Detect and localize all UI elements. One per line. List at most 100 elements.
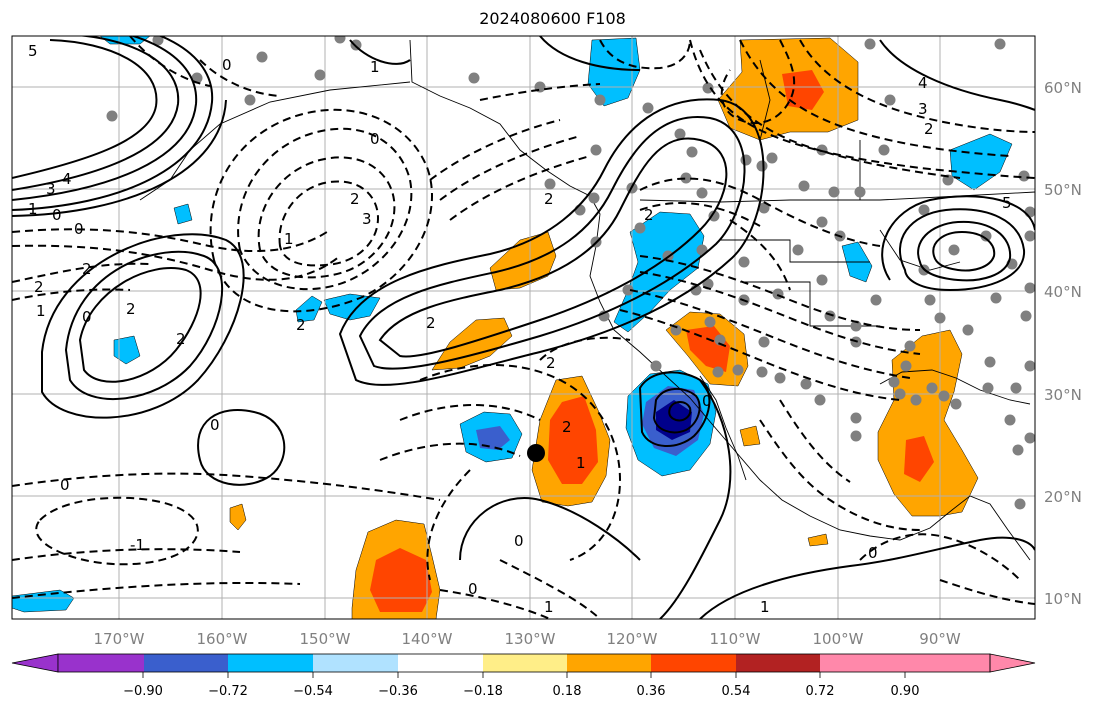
warm-core-canada — [782, 70, 824, 110]
svg-text:0: 0 — [60, 476, 70, 494]
latitude-labels: 60°N 50°N 40°N 30°N 20°N 10°N — [1044, 79, 1082, 608]
lat-label: 50°N — [1044, 181, 1082, 199]
lat-label: 40°N — [1044, 283, 1082, 301]
lon-label: 100°W — [813, 630, 864, 648]
svg-text:1: 1 — [544, 598, 554, 616]
cool-region-pacific-1 — [295, 295, 323, 323]
colorbar-segment — [651, 654, 737, 672]
svg-text:2: 2 — [562, 418, 572, 436]
map-title: 2024080600 F108 — [479, 9, 626, 28]
solid-contours — [12, 36, 1035, 619]
svg-text:2: 2 — [544, 190, 554, 208]
longitude-labels: 170°W 160°W 150°W 140°W 130°W 120°W 110°… — [94, 630, 961, 648]
svg-text:5: 5 — [1002, 194, 1012, 212]
colorbar-tick-label: 0.90 — [891, 684, 920, 699]
colorbar-tick-label: −0.54 — [293, 684, 333, 699]
svg-text:2: 2 — [644, 206, 654, 224]
map-border — [11, 35, 1036, 620]
svg-text:-1: -1 — [130, 536, 145, 554]
lon-label: 140°W — [402, 630, 453, 648]
svg-text:2: 2 — [350, 190, 360, 208]
lon-label: 90°W — [919, 630, 961, 648]
svg-text:2: 2 — [546, 354, 556, 372]
colorbar-segment — [228, 654, 314, 672]
cool-region-pacific-2 — [323, 293, 381, 321]
colorbar-tick-label: 0.18 — [553, 684, 582, 699]
svg-text:2: 2 — [82, 260, 92, 278]
svg-text:0: 0 — [868, 544, 878, 562]
svg-text:5: 5 — [28, 42, 38, 60]
svg-text:4: 4 — [918, 74, 928, 92]
colorbar-extend-left — [11, 653, 59, 673]
colorbar-ticks — [142, 672, 906, 678]
warm-core-pacific-south — [548, 396, 598, 484]
svg-text:0: 0 — [82, 308, 92, 326]
colorbar-segment — [483, 654, 569, 672]
colorbar-segment — [143, 654, 229, 672]
colorbar: −0.90 −0.72 −0.54 −0.36 −0.18 0.18 0.36 … — [11, 653, 1036, 699]
cool-region-hudson — [949, 133, 1013, 191]
warm-core-tropics — [370, 548, 432, 612]
warm-blob-small-1 — [229, 503, 247, 531]
svg-text:0: 0 — [222, 56, 232, 74]
dashed-contours — [12, 36, 1035, 619]
colorbar-frame — [57, 653, 991, 673]
colorbar-segment — [905, 654, 991, 672]
colorbar-tick-label: −0.36 — [378, 684, 418, 699]
colorbar-tick-label: 0.72 — [806, 684, 835, 699]
colorbar-tick-label: 0.36 — [637, 684, 666, 699]
svg-text:1: 1 — [36, 302, 46, 320]
colorbar-segment — [398, 654, 484, 672]
svg-text:1: 1 — [370, 58, 380, 76]
lat-label: 30°N — [1044, 386, 1082, 404]
svg-text:0: 0 — [468, 580, 478, 598]
lon-label: 110°W — [710, 630, 761, 648]
coastlines — [139, 39, 1035, 561]
lon-label: 130°W — [505, 630, 556, 648]
svg-text:2: 2 — [426, 314, 436, 332]
svg-text:3: 3 — [362, 210, 372, 228]
svg-text:2: 2 — [924, 120, 934, 138]
svg-text:0: 0 — [702, 392, 712, 410]
colorbar-tick-label: −0.90 — [123, 684, 163, 699]
warm-core-gulf — [904, 436, 934, 482]
colorbar-tick-label: 0.54 — [722, 684, 751, 699]
svg-text:0: 0 — [210, 416, 220, 434]
svg-text:2: 2 — [176, 330, 186, 348]
colorbar-tick-label: −0.18 — [463, 684, 503, 699]
colorbar-tick-label: −0.72 — [208, 684, 248, 699]
lat-label: 20°N — [1044, 488, 1082, 506]
colorbar-segment — [567, 654, 653, 672]
colorbar-extend-right — [989, 653, 1036, 673]
svg-text:1: 1 — [28, 200, 38, 218]
svg-text:2: 2 — [126, 300, 136, 318]
warm-blob-small-2 — [807, 533, 829, 547]
colorbar-segment — [313, 654, 399, 672]
lat-label: 10°N — [1044, 590, 1082, 608]
svg-text:1: 1 — [576, 454, 586, 472]
svg-text:1: 1 — [284, 230, 294, 248]
warm-blob-small-3 — [739, 425, 761, 447]
cool-region-small-1 — [173, 203, 193, 225]
lon-label: 170°W — [94, 630, 145, 648]
svg-text:3: 3 — [918, 100, 928, 118]
svg-text:0: 0 — [74, 220, 84, 238]
contour-labels: 5 4 3 0 1 0 2 1 2 0 2 3 2 2 1 2 2 0 2 1 … — [28, 42, 1012, 616]
cool-region-hawaii-n — [113, 335, 141, 365]
svg-text:1: 1 — [760, 598, 770, 616]
svg-text:3: 3 — [46, 180, 56, 198]
svg-text:0: 0 — [514, 532, 524, 550]
colorbar-segment — [820, 654, 906, 672]
svg-text:0: 0 — [52, 206, 62, 224]
svg-text:0: 0 — [370, 130, 380, 148]
svg-text:4: 4 — [62, 170, 72, 188]
colorbar-segment — [736, 654, 822, 672]
warm-region-pacific-mid — [431, 317, 513, 371]
svg-text:2: 2 — [34, 278, 44, 296]
lat-label: 60°N — [1044, 79, 1082, 97]
lon-label: 160°W — [197, 630, 248, 648]
storm-center-marker — [527, 444, 545, 462]
lon-label: 120°W — [607, 630, 658, 648]
station-markers — [106, 36, 1035, 510]
